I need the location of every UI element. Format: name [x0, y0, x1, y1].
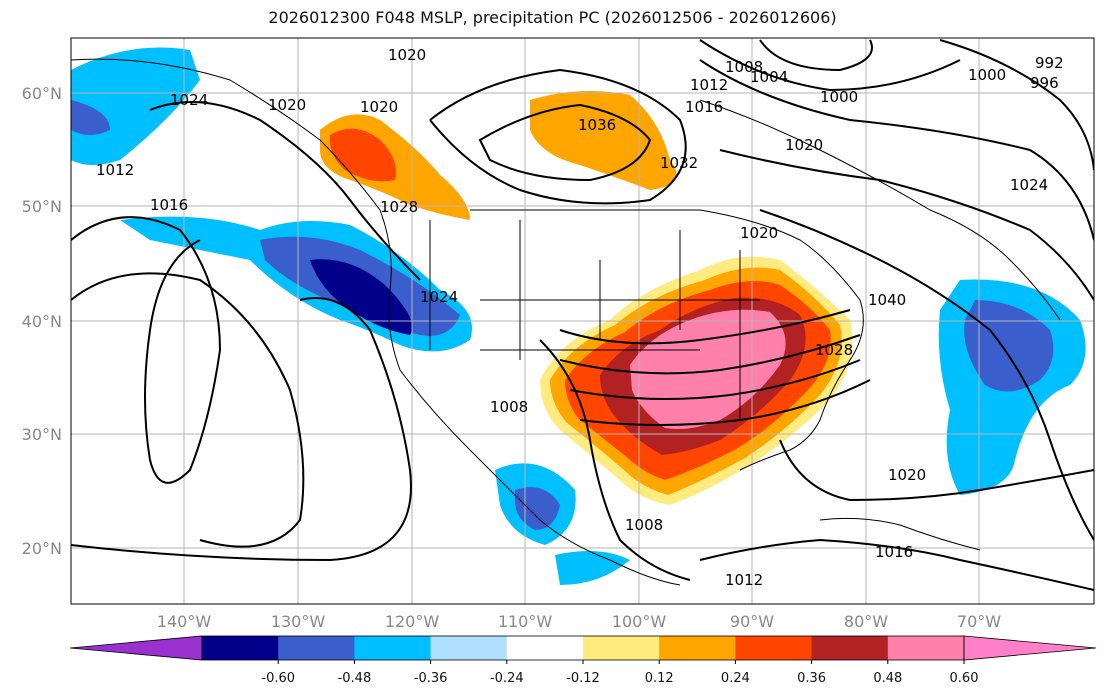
isobar-label: 992 — [1035, 54, 1064, 72]
latitude-labels: 60°N 50°N 40°N 30°N 20°N — [22, 84, 62, 558]
colorbar-segment — [583, 636, 660, 660]
isobar-label: 1024 — [1010, 176, 1048, 194]
plot-border — [70, 37, 1095, 605]
colorbar-extend-high — [963, 635, 1097, 661]
colorbar-tick-label: 0.24 — [721, 671, 750, 686]
colorbar-tick-label: -0.60 — [261, 671, 295, 686]
isobar-label: 1016 — [875, 543, 913, 561]
lat-label: 40°N — [22, 312, 62, 331]
isobar-labels: 1020 1024 1020 1020 1036 1032 1008 1012 … — [96, 46, 1064, 589]
colorbar-tick-label: -0.48 — [338, 671, 372, 686]
isobar-label: 1000 — [968, 66, 1006, 84]
colorbar-segment — [811, 636, 889, 660]
colorbar-tick-label: 0.48 — [873, 671, 902, 686]
colorbar — [69, 635, 1097, 661]
lat-label: 50°N — [22, 197, 62, 216]
map-title: 2026012300 F048 MSLP, precipitation PC (… — [268, 8, 837, 27]
isobar-label: 1020 — [785, 136, 823, 154]
lat-label: 60°N — [22, 84, 62, 103]
colorbar-tick-label: -0.36 — [414, 671, 448, 686]
lon-label: 130°W — [271, 612, 326, 631]
lon-label: 120°W — [385, 612, 440, 631]
lat-label: 30°N — [22, 425, 62, 444]
colorbar-tick-label: 0.36 — [797, 671, 826, 686]
colorbar-tick-label: -0.24 — [490, 671, 524, 686]
isobar-label: 1020 — [388, 46, 426, 64]
lon-label: 110°W — [498, 612, 553, 631]
colorbar-segment — [430, 636, 508, 660]
coastlines — [71, 58, 1061, 586]
isobar-label: 1012 — [96, 161, 134, 179]
colorbar-tick-label: 0.60 — [950, 671, 979, 686]
lat-label: 20°N — [22, 539, 62, 558]
colorbar-tick-label: -0.12 — [566, 671, 600, 686]
colorbar-segment — [887, 636, 965, 660]
lon-label: 100°W — [612, 612, 667, 631]
colorbar-labels: -0.60 -0.48 -0.36 -0.24 -0.12 0.12 0.24 0.36 0.4… — [261, 660, 978, 686]
colorbar-extend-low — [69, 635, 203, 661]
colorbar-segment — [735, 636, 813, 660]
isobar-label: 1028 — [815, 341, 853, 359]
isobar-label: 1008 — [625, 516, 663, 534]
colorbar-tick-label: 0.12 — [645, 671, 674, 686]
colorbar-segment — [659, 636, 736, 660]
isobar-label: 1008 — [725, 58, 763, 76]
isobar-label: 1012 — [690, 76, 728, 94]
lon-label: 70°W — [957, 612, 1001, 631]
isobar-label: 1016 — [685, 98, 723, 116]
colorbar-segment — [506, 636, 584, 660]
isobar-label: 1020 — [888, 466, 926, 484]
isobar-label: 1020 — [268, 96, 306, 114]
isobar-label: 996 — [1030, 74, 1059, 92]
isobar-label: 1020 — [360, 98, 398, 116]
lon-label: 90°W — [730, 612, 774, 631]
isobar-label: 1024 — [420, 288, 458, 306]
colorbar-segment — [202, 636, 279, 660]
isobar-label: 1028 — [380, 198, 418, 216]
isobar-label: 1040 — [868, 291, 906, 309]
colorbar-segment — [278, 636, 355, 660]
isobar-label: 1004 — [750, 68, 788, 86]
longitude-labels: 140°W 130°W 120°W 110°W 100°W 90°W 80°W … — [157, 612, 1001, 631]
lon-label: 140°W — [157, 612, 212, 631]
isobar-label: 1020 — [740, 224, 778, 242]
isobar-label: 1036 — [578, 116, 616, 134]
graticule — [71, 38, 1094, 604]
isobar-label: 1000 — [820, 88, 858, 106]
isobar-label: 1032 — [660, 154, 698, 172]
isobar-label: 1024 — [170, 91, 208, 109]
isobar-label: 1008 — [490, 398, 528, 416]
colorbar-segment — [354, 636, 432, 660]
negative-anomaly-shading — [71, 47, 1086, 585]
isobars — [71, 39, 1094, 591]
lon-label: 80°W — [844, 612, 888, 631]
isobar-label: 1016 — [150, 196, 188, 214]
isobar-label: 1012 — [725, 571, 763, 589]
